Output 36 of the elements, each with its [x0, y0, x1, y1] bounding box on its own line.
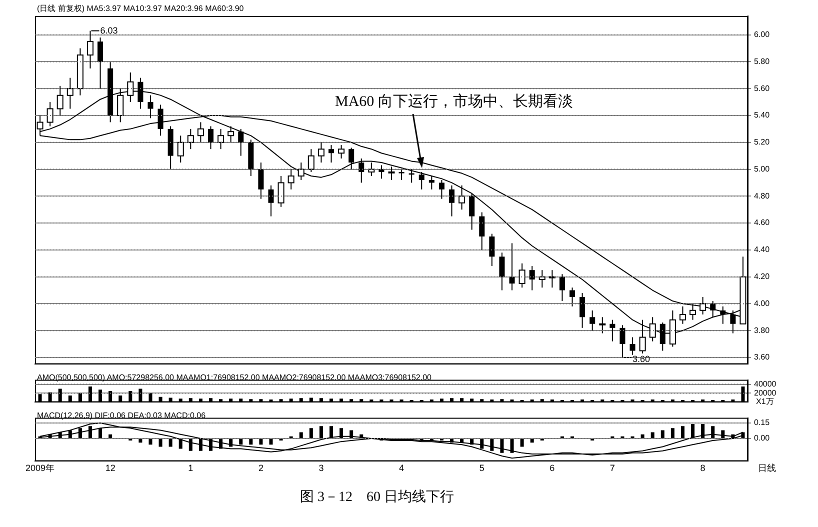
- chart-title: AMO(500,500,500) AMO:57298256.00 MAAMO1:76908152.00 MAAMO2:76908152.00 MAAMO3:76908152.00: [37, 373, 432, 382]
- x-tick-label: 6: [550, 463, 555, 474]
- y-tick-label: 0.15: [754, 418, 770, 428]
- annotation: 6.03: [100, 25, 118, 36]
- y-tick-label: 6.00: [754, 30, 770, 40]
- x-tick-label: 5: [479, 463, 484, 474]
- text: X1万: [756, 396, 774, 407]
- text: 日线: [758, 462, 776, 475]
- caption: 图 3－12 60 日均线下行: [300, 488, 454, 506]
- y-tick-label: 5.20: [754, 138, 770, 147]
- y-tick-label: 20000: [754, 388, 777, 398]
- annotation: MA60 向下运行，市场中、长期看淡: [335, 92, 573, 111]
- y-tick-label: 5.80: [754, 56, 770, 66]
- x-tick-label: 2: [258, 463, 264, 474]
- x-tick-label: 1: [188, 463, 194, 474]
- chart-title: MACD(12,26,9) DIF:0.06 DEA:0.03 MACD:0.06: [37, 411, 206, 420]
- y-tick-label: 4.20: [754, 272, 770, 282]
- y-tick-label: 5.40: [754, 110, 770, 120]
- y-tick-label: 4.40: [754, 245, 770, 254]
- y-tick-label: 40000: [754, 379, 777, 388]
- y-tick-label: 3.80: [754, 326, 770, 335]
- y-tick-label: 5.60: [754, 84, 770, 93]
- x-tick-label: 7: [610, 463, 615, 474]
- y-tick-label: 3.60: [754, 352, 770, 362]
- x-tick-label: 12: [105, 463, 116, 474]
- annotation: 3.60: [632, 354, 650, 364]
- y-tick-label: 0.00: [754, 434, 770, 443]
- x-tick-label: 4: [399, 463, 404, 474]
- y-tick-label: 4.80: [754, 191, 770, 200]
- y-tick-label: 4.00: [754, 298, 770, 308]
- chart-title: (日线 前复权) MA5:3.97 MA10:3.97 MA20:3.96 MA60:3.90: [37, 3, 244, 14]
- y-tick-label: 5.00: [754, 164, 770, 174]
- x-tick-label: 8: [700, 463, 706, 474]
- x-tick-label: 3: [318, 463, 324, 474]
- y-tick-label: 4.60: [754, 218, 770, 228]
- x-tick-label: 2009年: [26, 463, 55, 474]
